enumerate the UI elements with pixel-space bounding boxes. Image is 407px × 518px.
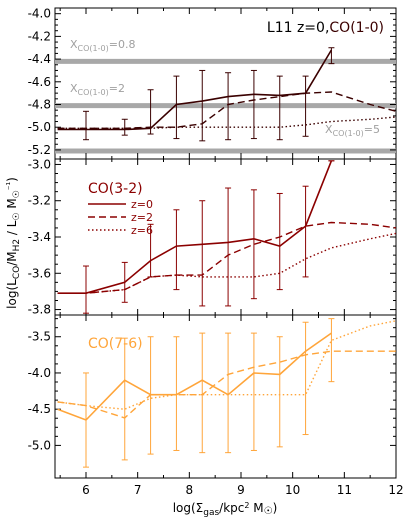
- panel-top-series: [57, 49, 397, 131]
- legend-label: z=0: [131, 198, 153, 211]
- series-solid: [57, 160, 333, 295]
- x-tick-label: 11: [337, 483, 352, 497]
- panel-top-title-prefix: L11 z=0,: [267, 20, 330, 36]
- panel-bottom: -5.0 -4.5 -4.0 -3.5 6 7 8 9 10 11 12 CO(7-6): [28, 314, 404, 497]
- y-tick-label: -4.0: [28, 366, 51, 380]
- panel-bottom-title: CO(7-6): [88, 336, 143, 352]
- panel-bottom-ytick-labels: -5.0 -4.5 -4.0 -3.5: [28, 330, 51, 453]
- y-tick-label: -3.6: [28, 266, 51, 280]
- xco-label-1: XCO(1-0)=2: [70, 82, 125, 97]
- panel-bottom-frame: [54, 314, 397, 479]
- xco-label-0: XCO(1-0)=0.8: [70, 38, 135, 53]
- x-tick-label: 8: [186, 483, 194, 497]
- series-solid: [57, 332, 332, 421]
- panel-middle-title: CO(3-2): [88, 181, 143, 197]
- y-tick-label: -3.2: [28, 194, 51, 208]
- panel-top-bands: [55, 58, 396, 154]
- x-tick-label: 6: [82, 483, 90, 497]
- panel-top-ytick-labels: -5.2 -5.0 -4.8 -4.6 -4.4 -4.2 -4.0: [28, 7, 51, 157]
- y-tick-label: -4.8: [28, 98, 51, 112]
- series-solid: [57, 49, 333, 131]
- legend-label: z=2: [131, 211, 153, 224]
- x-axis-label: log(Σgas/kpc2 M☉): [173, 501, 278, 518]
- panel-top-title-line: CO(1-0): [329, 20, 384, 36]
- panel-middle: -3.8 -3.6 -3.4 -3.2 -3.0 CO(3-2) z=0z=2z=6: [28, 157, 397, 317]
- y-tick-label: -4.5: [28, 402, 51, 416]
- xco-label-2: XCO(1-0)=5: [325, 123, 380, 138]
- x-tick-label: 12: [388, 483, 403, 497]
- panel-bottom-xtick-labels: 6 7 8 9 10 11 12: [82, 483, 403, 497]
- x-tick-label: 7: [134, 483, 142, 497]
- x-tick-label: 10: [285, 483, 300, 497]
- panel-top-title: L11 z=0,CO(1-0): [267, 20, 384, 36]
- y-tick-label: -4.2: [28, 29, 51, 43]
- panel-top-ticks: [55, 8, 397, 159]
- y-tick-label: -3.0: [28, 157, 51, 171]
- x-tick-label: 9: [237, 483, 245, 497]
- panel-top: -5.2 -5.0 -4.8 -4.6 -4.4 -4.2 -4.0 L11 z=0,CO(…: [28, 7, 397, 160]
- panel-middle-errorbars: [83, 160, 335, 314]
- series-dotted: [57, 116, 397, 130]
- series-dotted: [57, 320, 397, 410]
- y-tick-label: -3.5: [28, 330, 51, 344]
- legend-label: z=6: [131, 224, 153, 237]
- y-tick-label: -5.0: [28, 438, 51, 452]
- panel-middle-series: [57, 160, 397, 295]
- series-dashed: [57, 91, 397, 130]
- series-dashed: [57, 221, 397, 294]
- y-tick-label: -5.0: [28, 120, 51, 134]
- panel-middle-legend: z=0z=2z=6: [88, 198, 153, 237]
- y-tick-label: -4.4: [28, 52, 51, 66]
- y-tick-label: -4.6: [28, 75, 51, 89]
- panel-bottom-series: [57, 320, 397, 421]
- panel-middle-ytick-labels: -3.8 -3.6 -3.4 -3.2 -3.0: [28, 157, 51, 316]
- y-axis-label: log(LCO/MH2 / L☉ M☉⁻¹): [5, 177, 22, 309]
- y-tick-label: -3.4: [28, 230, 51, 244]
- y-tick-label: -5.2: [28, 143, 51, 157]
- series-dashed: [57, 350, 396, 419]
- y-tick-label: -3.8: [28, 303, 51, 317]
- y-tick-label: -4.0: [28, 7, 51, 21]
